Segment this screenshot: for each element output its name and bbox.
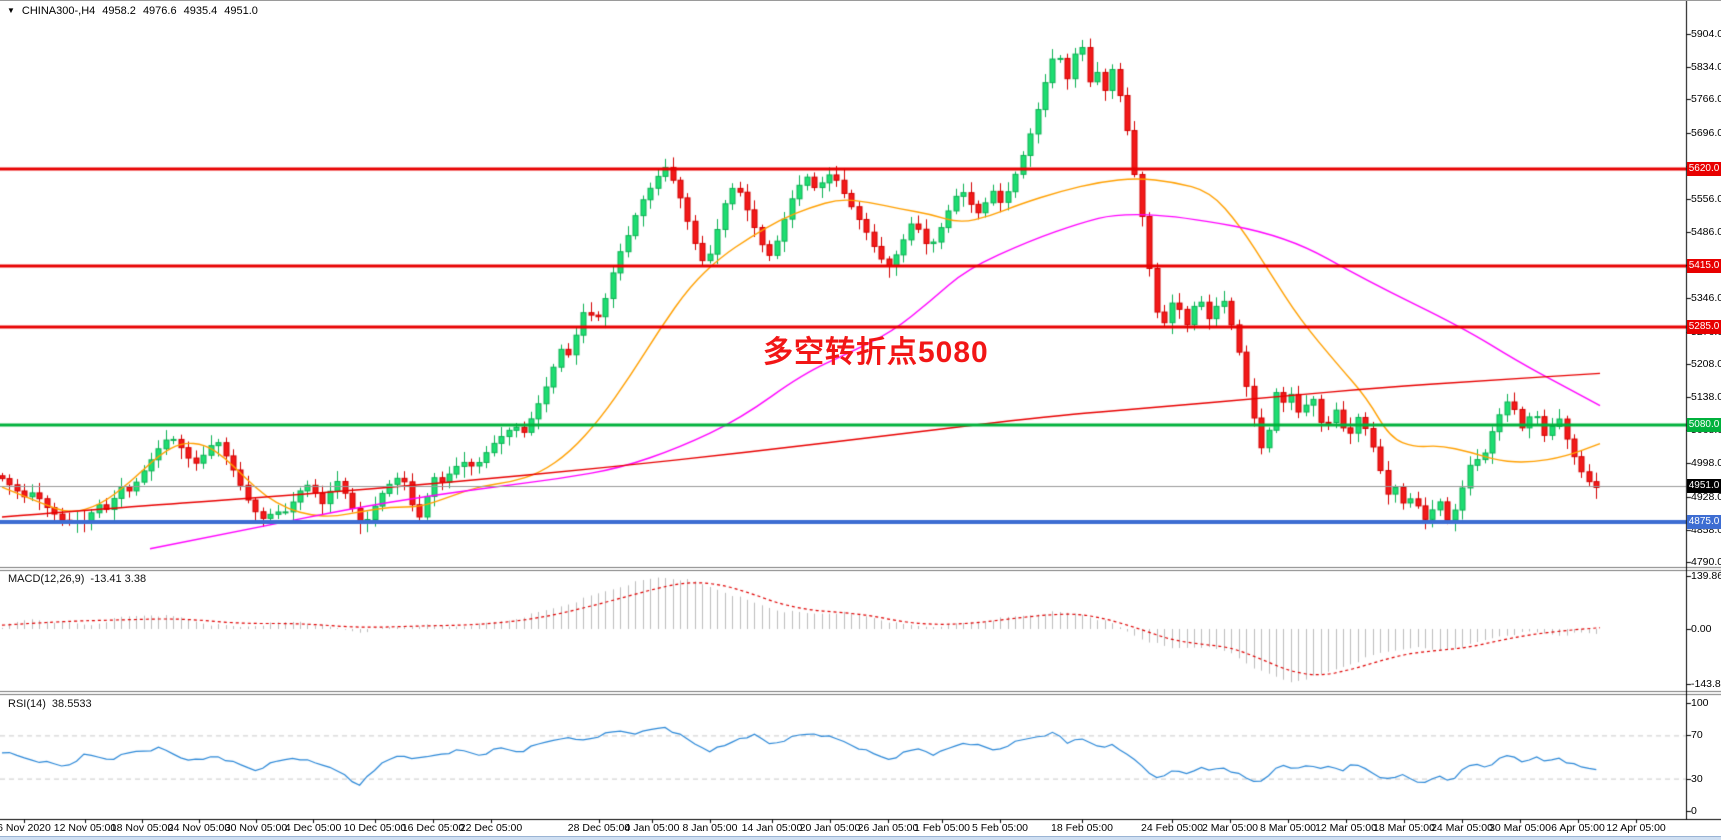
symbol-title: CHINA300-,H4	[21, 5, 96, 17]
price-axis-tick-label: 5486.0	[1691, 226, 1721, 239]
time-axis-label: 22 Dec 05:00	[459, 822, 523, 834]
time-axis-label: 1 Feb 05:00	[913, 822, 971, 834]
macd-indicator-label: MACD(12,26,9) -13.41 3.38	[8, 573, 146, 585]
time-axis-label: 18 Feb 05:00	[1051, 822, 1113, 834]
chart-annotation-text: 多空转折点5080	[763, 336, 989, 369]
price-axis-tick-label: 5138.0	[1691, 391, 1721, 404]
price-axis-tick-label: 5556.0	[1691, 192, 1721, 205]
time-axis-label: 30 Mar 05:00	[1489, 822, 1551, 834]
price-axis-tick-label: 5834.0	[1691, 61, 1721, 74]
level-price-tag: 5080.0	[1687, 417, 1721, 432]
level-price-tag: 5415.0	[1687, 258, 1721, 273]
time-axis-label: 5 Feb 05:00	[971, 822, 1029, 834]
price-axis-tick-label: 5346.0	[1691, 292, 1721, 305]
chart-header: ▼ CHINA300-,H4 4958.2 4976.6 4935.4 4951…	[7, 5, 258, 17]
rsi-axis-tick-label: 30	[1691, 772, 1703, 785]
time-axis-label: 10 Dec 05:00	[343, 822, 407, 834]
time-axis-label: 28 Dec 05:00	[567, 822, 631, 834]
bar-close-value: 4951.0	[224, 5, 258, 17]
level-price-tag: 5620.0	[1687, 161, 1721, 176]
bar-open-value: 4958.2	[102, 5, 136, 17]
macd-axis-tick-label: -143.82	[1691, 677, 1721, 690]
time-axis-label: 24 Nov 05:00	[167, 822, 231, 834]
time-axis-label: 8 Mar 05:00	[1259, 822, 1317, 834]
time-axis-label: 24 Mar 05:00	[1431, 822, 1493, 834]
bar-high-value: 4976.6	[142, 5, 177, 17]
time-axis-label: 18 Mar 05:00	[1373, 822, 1435, 834]
time-axis-label: 12 Nov 05:00	[53, 822, 117, 834]
time-axis-label: 30 Nov 05:00	[224, 822, 288, 834]
macd-axis-tick-label: 139.86	[1691, 569, 1721, 582]
bar-low-value: 4935.4	[183, 5, 218, 17]
macd-axis-tick-label: 0.00	[1691, 623, 1712, 635]
price-axis-tick-label: 4928.0	[1691, 490, 1721, 503]
current-price-tag: 4951.0	[1687, 478, 1721, 493]
rsi-values: 38.5533	[51, 698, 92, 710]
price-axis-tick-label: 5766.0	[1691, 93, 1721, 106]
time-axis-label: 2 Mar 05:00	[1201, 822, 1259, 834]
time-axis-label: 4 Jan 05:00	[624, 822, 680, 834]
status-strip	[0, 836, 1721, 840]
symbol-dropdown-icon[interactable]: ▼	[7, 6, 15, 15]
rsi-axis-tick-label: 70	[1691, 729, 1703, 742]
price-axis-tick-label: 5208.0	[1691, 357, 1721, 370]
time-axis-label: 4 Dec 05:00	[284, 822, 342, 834]
macd-values: -13.41 3.38	[90, 573, 147, 585]
time-axis-label: 8 Jan 05:00	[682, 822, 738, 834]
time-axis-label: 24 Feb 05:00	[1141, 822, 1203, 834]
rsi-indicator-label: RSI(14) 38.5533	[8, 698, 92, 710]
time-axis-label: 26 Jan 05:00	[857, 822, 919, 834]
time-axis-label: 12 Apr 05:00	[1606, 822, 1666, 834]
level-price-tag: 4875.0	[1687, 514, 1721, 529]
price-axis-tick-label: 4998.0	[1691, 457, 1721, 470]
price-axis-tick-label: 4790.0	[1691, 556, 1721, 569]
time-axis-label: 20 Jan 05:00	[799, 822, 861, 834]
time-axis-label: 6 Nov 2020	[0, 822, 51, 834]
macd-name: MACD(12,26,9)	[8, 573, 85, 585]
price-axis-tick-label: 5904.0	[1691, 28, 1721, 40]
time-axis-label: 6 Apr 05:00	[1551, 822, 1605, 834]
time-axis-label: 16 Dec 05:00	[401, 822, 465, 834]
time-axis-label: 18 Nov 05:00	[110, 822, 174, 834]
rsi-name: RSI(14)	[8, 698, 46, 710]
rsi-axis-tick-label: 0	[1691, 805, 1697, 817]
price-axis-tick-label: 5696.0	[1691, 126, 1721, 139]
time-axis-label: 12 Mar 05:00	[1315, 822, 1377, 834]
level-price-tag: 5285.0	[1687, 320, 1721, 335]
time-axis-label: 14 Jan 05:00	[741, 822, 803, 834]
rsi-axis-tick-label: 100	[1691, 697, 1709, 709]
